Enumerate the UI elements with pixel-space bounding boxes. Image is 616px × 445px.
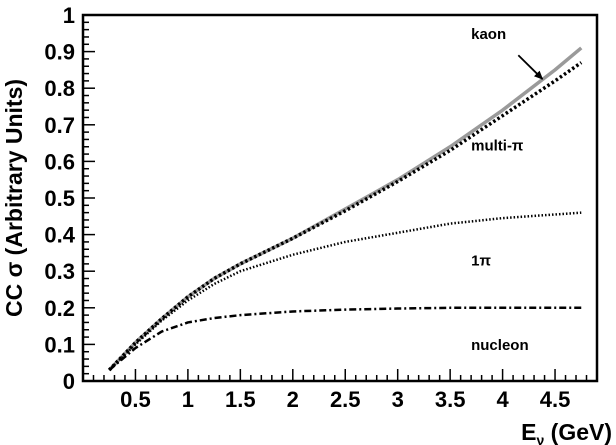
series-group [107,46,583,372]
x-tick-label: 1 [182,387,194,412]
y-tick-label: 0.2 [44,296,75,321]
x-tick-label: 4 [496,387,509,412]
x-tick-label: 1.5 [225,387,256,412]
y-axis-title: CC σ (Arbitrary Units) [1,79,27,317]
y-tick-label: 0 [63,369,75,394]
x-tick-label: 2 [287,387,299,412]
series-annotation: 1π [471,253,491,270]
y-axis: 0 0.1 0.2 0.3 0.4 0.5 0.6 0.7 0.8 0.9 1 [44,3,95,394]
series-annotation: kaon [471,26,506,43]
x-tick-label: 4.5 [540,387,571,412]
x-axis: 0.5 1 1.5 2 2.5 3 3.5 4 4.5 [92,369,588,412]
y-tick-label: 0.4 [44,223,75,248]
y-tick-label: 1 [63,3,75,28]
x-tick-label: 2.5 [330,387,361,412]
y-tick-label: 0.9 [44,40,75,65]
x-tick-label: 3 [392,387,404,412]
series-line-dotted-bold [107,61,583,372]
kaon-arrow [517,54,544,80]
series-line-solid-gray [107,46,583,372]
x-axis-title: Eν (GeV) [521,419,612,445]
series-annotation: multi-π [471,137,524,154]
y-tick-label: 0.1 [44,332,75,357]
y-tick-label: 0.3 [44,259,75,284]
x-tick-label: 3.5 [435,387,466,412]
y-tick-label: 0.7 [44,113,75,138]
series-line-dash-dot [108,306,582,371]
y-tick-label: 0.6 [44,149,75,174]
y-tick-label: 0.5 [44,186,75,211]
y-tick-label: 0.8 [44,76,75,101]
x-tick-label: 0.5 [120,387,151,412]
annotations: kaon multi-π 1π nucleon [471,26,544,354]
plot-frame [81,13,599,383]
series-annotation: nucleon [471,337,529,354]
